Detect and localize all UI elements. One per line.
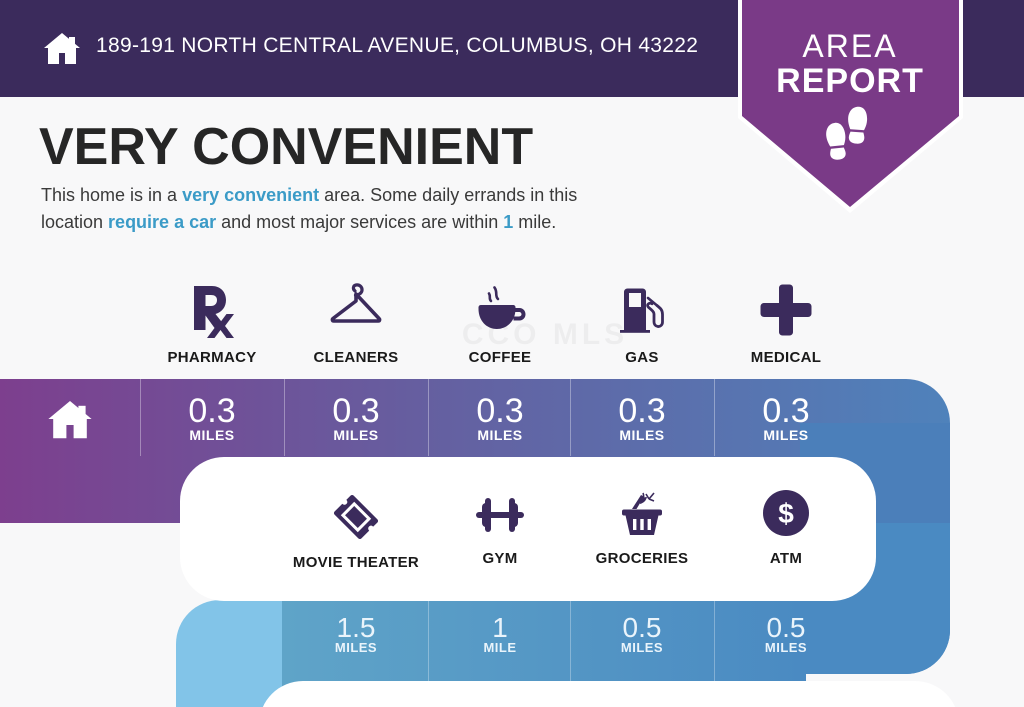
svg-text:$: $ (778, 498, 794, 529)
